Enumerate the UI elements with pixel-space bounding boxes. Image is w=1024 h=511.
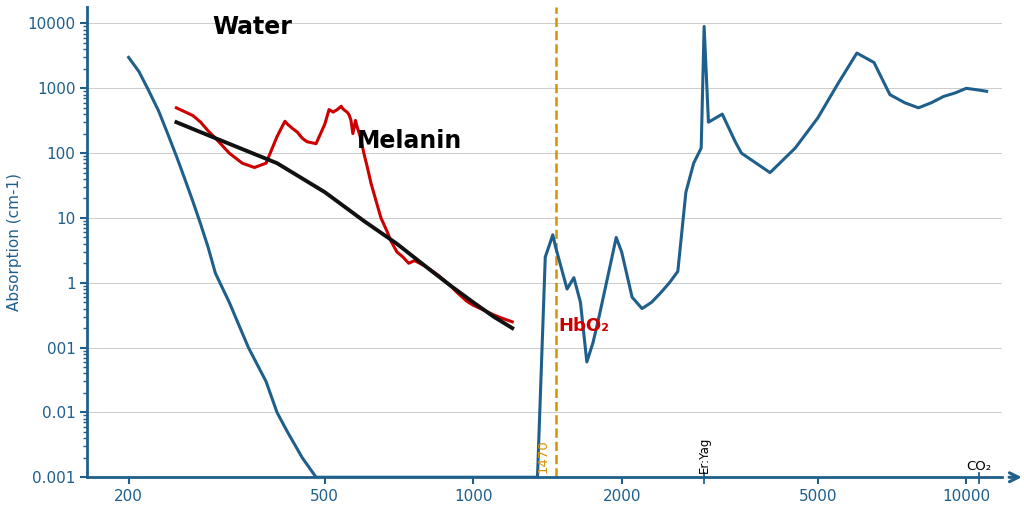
Text: Er:Yag: Er:Yag <box>697 436 711 473</box>
Text: CO₂: CO₂ <box>967 459 991 473</box>
Text: HbO₂: HbO₂ <box>559 317 609 335</box>
Text: Water: Water <box>212 14 292 38</box>
Y-axis label: Absorption (cm-1): Absorption (cm-1) <box>7 173 22 311</box>
Text: Melanin: Melanin <box>356 129 462 153</box>
Text: 1470: 1470 <box>537 439 549 473</box>
